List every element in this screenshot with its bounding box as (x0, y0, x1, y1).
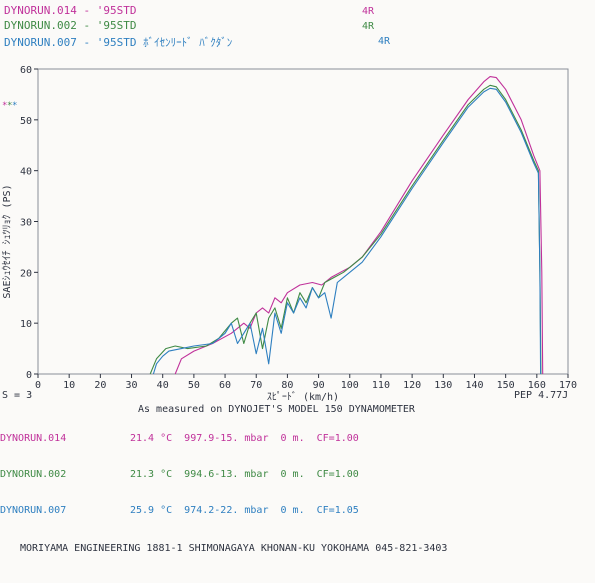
y-tick-label: 0 (26, 370, 32, 381)
x-tick-label: 10 (63, 380, 75, 391)
x-tick-label: 100 (341, 380, 359, 391)
x-tick-label: 120 (403, 380, 421, 391)
x-tick-label: 80 (281, 380, 293, 391)
y-axis-label: SAEｼｭｳｾｲﾁ ｼｭﾂﾘｮｸ (PS) (1, 184, 13, 298)
x-tick-label: 70 (250, 380, 262, 391)
legend-run-002-gear: 4R (362, 21, 375, 32)
run-002-name: DYNORUN.002 (0, 469, 67, 480)
y-tick-label: 20 (20, 268, 32, 279)
run-007-details: 25.9 °C 974.2-22. mbar 0 m. CF=1.05 (130, 505, 359, 516)
y-tick-label: 60 (20, 65, 32, 76)
x-tick-label: 60 (219, 380, 231, 391)
run-002-details: 21.3 °C 994.6-13. mbar 0 m. CF=1.00 (130, 469, 359, 480)
y-tick-label: 50 (20, 116, 32, 127)
run-007-name: DYNORUN.007 (0, 505, 67, 516)
series-line-dynorun-002 (149, 84, 542, 375)
x-tick-label: 150 (497, 380, 515, 391)
pep-note: PEP 4.77J (514, 390, 569, 401)
series-line-dynorun-014 (174, 76, 544, 375)
series-line-dynorun-007 (152, 87, 542, 375)
legend-run-014-gear: 4R (362, 6, 375, 17)
plot-frame (37, 68, 569, 375)
legend-run-007-gear: 4R (378, 36, 391, 47)
legend-marker: * (2, 101, 7, 111)
measurement-caption: As measured on DYNOJET'S MODEL 150 DYNAM… (138, 404, 415, 415)
x-tick-label: 160 (528, 380, 546, 391)
y-tick-label: 10 (20, 319, 32, 330)
x-tick-label: 170 (559, 380, 577, 391)
power-chart: 0 10 20 30 40 50 60 70 80 90 100 110 120 130 140 150 160… (1, 65, 577, 403)
x-tick-label: 90 (313, 380, 325, 391)
x-tick-label: 40 (157, 380, 169, 391)
x-tick-label: 130 (434, 380, 452, 391)
x-tick-label: 20 (94, 380, 106, 391)
legend-run-014: DYNORUN.014 - '95STD (4, 4, 137, 17)
x-tick-label: 140 (465, 380, 483, 391)
legend-run-002: DYNORUN.002 - '95STD (4, 19, 137, 32)
run-014-details: 21.4 °C 997.9-15. mbar 0 m. CF=1.00 (130, 433, 359, 444)
y-tick-label: 30 (20, 218, 32, 229)
company-address: MORIYAMA ENGINEERING 1881-1 SHIMONAGAYA … (20, 543, 448, 554)
y-tick-label: 40 (20, 167, 32, 178)
run-014-name: DYNORUN.014 (0, 433, 67, 444)
x-tick-label: 30 (126, 380, 138, 391)
x-axis-label: ｽﾋﾟｰﾄﾞ (km/h) (267, 391, 339, 403)
legend-run-007: DYNORUN.007 - '95STD ﾎﾞｲｾﾝﾘｰﾄﾞ ﾊﾞｸﾀﾞﾝ (4, 36, 233, 49)
x-tick-label: 110 (372, 380, 390, 391)
x-tick-label: 0 (35, 380, 41, 391)
scale-note: S = 3 (2, 390, 33, 401)
x-tick-label: 50 (188, 380, 200, 391)
legend-marker: * (12, 101, 17, 111)
legend-marker: * (7, 101, 12, 111)
